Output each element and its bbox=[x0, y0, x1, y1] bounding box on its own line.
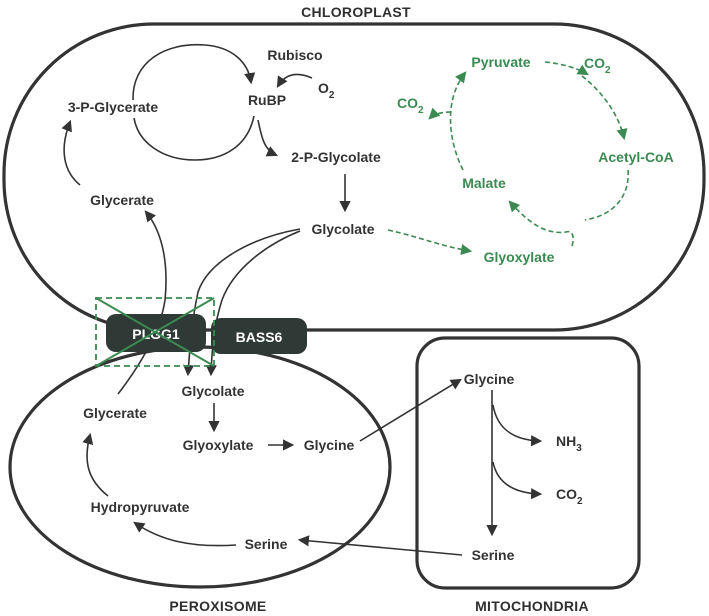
peroxisome-title: PEROXISOME bbox=[169, 598, 266, 614]
perox-glycolate-label: Glycolate bbox=[181, 383, 244, 399]
hydropyruvate-to-glycerate-arrow bbox=[82, 432, 109, 497]
perox-glycine-to-mito-glycine-arrow bbox=[359, 378, 462, 442]
o2-label: O2 bbox=[318, 80, 335, 101]
acetyl-coa-label: Acetyl-CoA bbox=[598, 149, 673, 165]
serine-to-hydropyruvate-arrow bbox=[133, 521, 237, 547]
bypass-co2-left-label: CO2 bbox=[397, 95, 424, 116]
rubp-to-2pglycolate-arrow bbox=[257, 119, 279, 157]
plgg1-block-box bbox=[95, 297, 215, 367]
mitochondria-outline bbox=[415, 336, 641, 590]
mito-glycine-label: Glycine bbox=[464, 371, 515, 387]
chloroplast-glycerate-label: Glycerate bbox=[90, 192, 154, 208]
glycerate-to-3pglycerate-arrow bbox=[61, 119, 81, 186]
bypass-co2-right-label: CO2 bbox=[584, 55, 611, 76]
mitochondria-title: MITOCHONDRIA bbox=[475, 598, 589, 614]
malate-label: Malate bbox=[462, 175, 506, 191]
perox-serine-label: Serine bbox=[245, 536, 288, 552]
acetyl-coa-to-malate-arrow bbox=[584, 169, 629, 221]
malate-to-pyruvate-arrow bbox=[449, 71, 467, 171]
mito-co2-label: CO2 bbox=[556, 486, 583, 507]
2-p-glycolate-label: 2-P-Glycolate bbox=[291, 149, 381, 165]
pyruvate-to-acetyl-coa-arrow bbox=[581, 75, 628, 141]
pyruvate-label: Pyruvate bbox=[471, 54, 530, 70]
rubisco-label: Rubisco bbox=[267, 47, 322, 63]
bass6-transporter bbox=[211, 318, 307, 354]
bypass-glyoxylate-label: Glyoxylate bbox=[484, 249, 555, 265]
plgg1-label: PLGG1 bbox=[132, 326, 180, 342]
plgg1-block-cross-b bbox=[95, 297, 215, 367]
pyruvate-co2-release-arrow bbox=[544, 61, 589, 76]
calvin-cycle-arrow-top bbox=[132, 43, 256, 101]
mito-co2-release-arrow bbox=[492, 461, 543, 500]
3-p-glycerate-label: 3-P-Glycerate bbox=[68, 99, 158, 115]
hydropyruvate-label: Hydropyruvate bbox=[91, 499, 190, 515]
chloroplast-outline bbox=[2, 22, 706, 332]
perox-glycerate-label: Glycerate bbox=[83, 405, 147, 421]
perox-glyoxylate-label: Glyoxylate bbox=[183, 437, 254, 453]
chloroplast-title: CHLOROPLAST bbox=[301, 4, 411, 20]
perox-glycine-label: Glycine bbox=[304, 437, 355, 453]
calvin-cycle-arrow-bottom bbox=[133, 115, 255, 161]
glycolate-to-glyoxylate-bypass-arrow bbox=[387, 229, 473, 256]
glyoxylate-to-malate-arrow bbox=[508, 200, 574, 247]
malate-co2-release-arrow bbox=[428, 107, 452, 120]
bass6-label: BASS6 bbox=[236, 329, 283, 345]
o2-to-rubp-arrow bbox=[276, 73, 313, 88]
nh3-label: NH3 bbox=[556, 433, 582, 454]
mito-serine-to-perox-serine-arrow bbox=[297, 535, 463, 556]
chloroplast-glycolate-label: Glycolate bbox=[311, 221, 374, 237]
mito-serine-label: Serine bbox=[472, 547, 515, 563]
glycerate-import-arrow bbox=[117, 210, 167, 395]
mito-nh3-release-arrow bbox=[492, 404, 543, 447]
rubp-label: RuBP bbox=[248, 92, 286, 108]
